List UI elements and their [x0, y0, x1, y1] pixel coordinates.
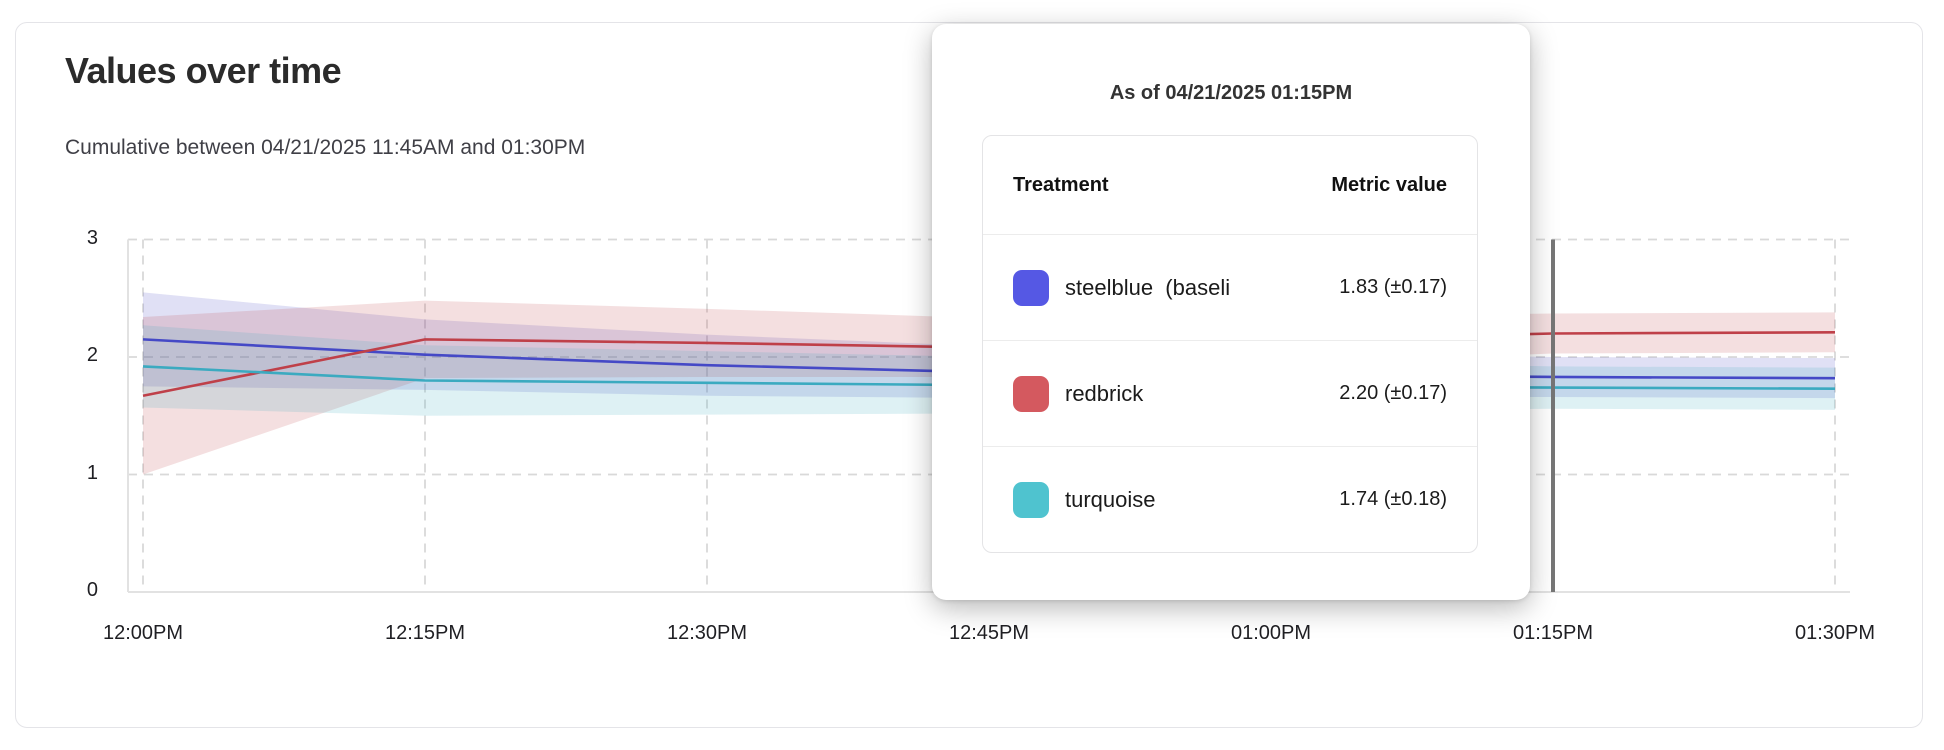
turquoise-series-swatch [1013, 481, 1049, 518]
x-tick-label: 12:30PM [666, 622, 748, 644]
y-tick-label: 3 [86, 226, 98, 249]
tooltip-col-treatment: Treatment [1013, 173, 1109, 196]
tooltip-title: As of 04/21/2025 01:15PM [1109, 82, 1353, 104]
x-tick-label: 01:00PM [1230, 622, 1312, 644]
tooltip-table: Treatment Metric value steelblue (baseli… [982, 135, 1478, 553]
x-tick-label: 12:15PM [384, 622, 466, 644]
treatment-name: steelblue (baseli [1065, 274, 1231, 300]
tooltip-col-metric-value: Metric value [1331, 173, 1447, 196]
x-tick-label: 12:45PM [948, 622, 1030, 644]
redbrick-series-swatch [1013, 375, 1049, 412]
x-tick-label: 01:15PM [1512, 622, 1594, 644]
metric-value: 1.74 (±0.18) [1339, 488, 1447, 510]
metric-value: 2.20 (±0.17) [1339, 382, 1447, 404]
treatment-name: turquoise [1065, 486, 1156, 512]
steelblue-series-swatch [1013, 269, 1049, 306]
y-tick-label: 2 [86, 344, 98, 366]
y-tick-label: 1 [86, 461, 98, 484]
chart-subtitle: Cumulative between 04/21/2025 11:45AM an… [65, 136, 586, 159]
treatment-name: redbrick [1065, 380, 1144, 406]
page-title: Values over time [65, 50, 342, 91]
x-tick-label: 01:30PM [1794, 622, 1876, 644]
hover-tooltip: As of 04/21/2025 01:15PM Treatment Metri… [932, 24, 1530, 600]
tooltip-row-turquoise: turquoise 1.74 (±0.18) [983, 446, 1477, 552]
tooltip-table-header: Treatment Metric value [983, 136, 1477, 234]
tooltip-row-steelblue: steelblue (baseli 1.83 (±0.17) [983, 234, 1477, 340]
metric-value: 1.83 (±0.17) [1339, 276, 1447, 298]
tooltip-row-redbrick: redbrick 2.20 (±0.17) [983, 340, 1477, 446]
x-tick-label: 12:00PM [102, 622, 184, 644]
y-tick-label: 0 [86, 579, 98, 601]
